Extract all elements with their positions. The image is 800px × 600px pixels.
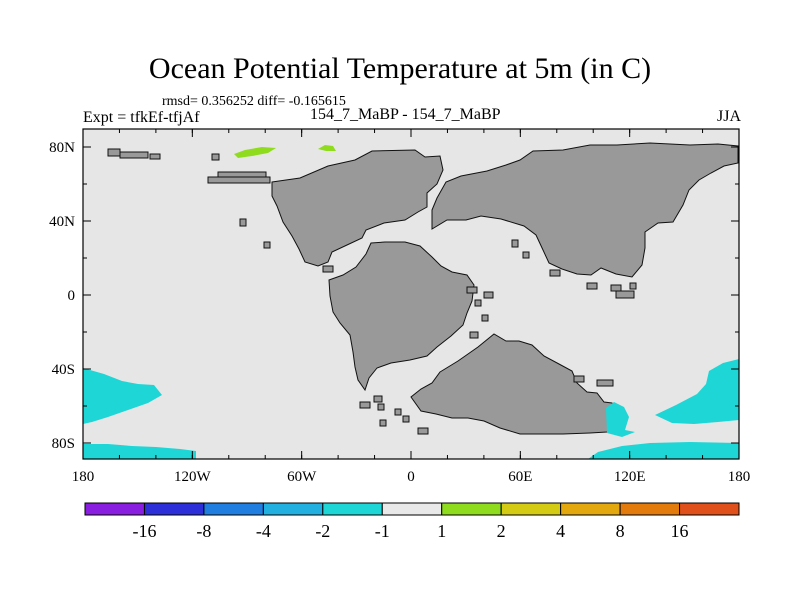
land-north (271, 149, 444, 267)
y-tick-label: 40S (52, 362, 75, 378)
colorbar-label: 2 (497, 521, 506, 541)
x-tick-label: 180 (72, 469, 95, 485)
anomaly-green-arctic-west (234, 147, 276, 158)
colorbar-swatch (500, 502, 562, 516)
center-label: 154_7_MaBP - 154_7_MaBP (310, 106, 501, 123)
y-tick-label: 0 (68, 288, 76, 304)
x-tick-label: 60E (508, 469, 532, 485)
land-masses (107, 142, 739, 435)
anomaly-cyan-west (83, 368, 162, 424)
x-tick-label: 120E (614, 469, 646, 485)
season-label: JJA (717, 108, 742, 125)
colorbar-swatch (679, 502, 740, 516)
colorbar-label: 8 (616, 521, 625, 541)
stats-label: rmsd= 0.356252 diff= -0.165615 (162, 94, 346, 109)
colorbar-swatch (203, 502, 264, 516)
colorbar-swatch (560, 502, 621, 516)
x-tick-label: 120W (174, 469, 212, 485)
land-central (328, 241, 475, 392)
colorbar-label: -8 (196, 521, 211, 541)
colorbar-label: 1 (437, 521, 446, 541)
colorbar: -16 -8 -4 -2 -1 1 2 4 8 16 (84, 502, 740, 541)
x-tick-label: 180 (728, 469, 751, 485)
anomaly-cyan-south-coast (606, 402, 635, 437)
anomaly-green-arctic-east (318, 145, 336, 151)
colorbar-swatch (322, 502, 383, 516)
y-tick-label: 80S (52, 436, 75, 452)
y-tick-label: 80N (49, 140, 75, 156)
land-northeast (431, 142, 739, 278)
colorbar-swatch (441, 502, 502, 516)
plot-title: Ocean Potential Temperature at 5m (in C) (148, 52, 652, 85)
colorbar-label: 16 (671, 521, 689, 541)
colorbar-swatch (262, 502, 324, 516)
colorbar-label: -16 (132, 521, 156, 541)
anomaly-cyan-southeast (588, 442, 739, 459)
x-tick-label: 60W (287, 469, 317, 485)
colorbar-label: 4 (556, 521, 565, 541)
x-tick-label: 0 (407, 469, 415, 485)
anomaly-regions (83, 145, 739, 459)
anomaly-cyan-southwest (83, 444, 196, 459)
colorbar-swatch (619, 502, 681, 516)
colorbar-label: -4 (256, 521, 271, 541)
colorbar-swatch (381, 502, 443, 516)
colorbar-label: -2 (315, 521, 330, 541)
colorbar-swatch (143, 502, 205, 516)
colorbar-label: -1 (375, 521, 390, 541)
axis-layer: 180 120W 60W 0 60E 120E 180 80N 40N 0 40S 80S (49, 129, 750, 485)
colorbar-swatch (84, 502, 145, 516)
y-tick-label: 40N (49, 214, 75, 230)
anomaly-cyan-east (655, 359, 739, 424)
experiment-label: Expt = tfkEf-tfjAf (83, 109, 200, 126)
